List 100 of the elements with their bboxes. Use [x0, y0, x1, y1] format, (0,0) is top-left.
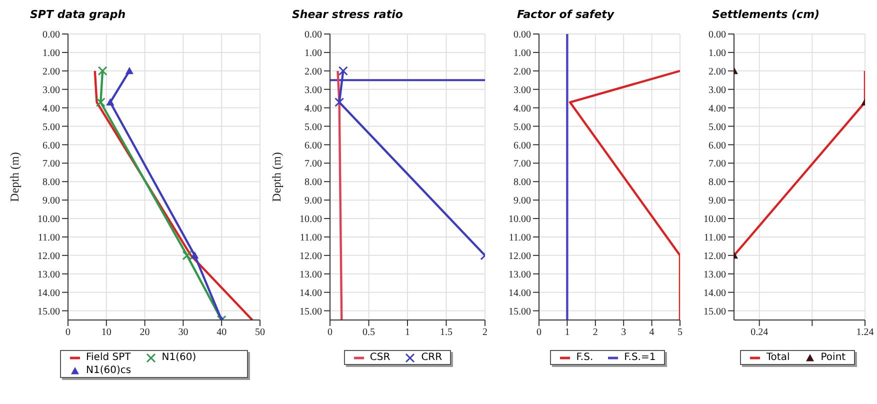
y-tick-label: 2.00 — [514, 66, 531, 78]
y-tick-label: 13.00 — [300, 269, 322, 280]
x-tick-label: 3 — [621, 327, 626, 338]
y-tick-label: 3.00 — [42, 84, 60, 96]
y-tick-label: 12.00 — [300, 250, 322, 262]
y-tick-label: 4.00 — [708, 103, 726, 114]
y-tick-label: 6.00 — [514, 140, 531, 152]
legend-label: F.S. — [576, 351, 594, 364]
y-tick-label: 6.00 — [42, 140, 60, 152]
y-tick-label: 9.00 — [708, 196, 726, 207]
chart-title: Shear stress ratio — [291, 8, 404, 23]
y-tick-label: 14.00 — [704, 288, 726, 299]
y-tick-label: 5.00 — [708, 122, 726, 133]
y-tick-label: 11.00 — [704, 232, 726, 244]
y-tick-label: 1.00 — [304, 48, 322, 59]
y-tick-label: 9.00 — [514, 196, 531, 207]
legend-label: Total — [766, 351, 790, 364]
x-tick-label: 20 — [140, 327, 150, 338]
y-tick-label: 4.00 — [42, 103, 60, 114]
y-tick-label: 7.00 — [514, 158, 531, 170]
y-tick-label: 12.00 — [508, 250, 531, 262]
y-tick-label: 9.00 — [304, 196, 322, 207]
x-tick-label: 2 — [592, 327, 598, 338]
y-tick-label: 3.00 — [708, 84, 726, 96]
y-tick-label: 5.00 — [304, 122, 322, 133]
x-tick-label: 0.5 — [362, 327, 375, 338]
y-tick-label: 3.00 — [514, 84, 531, 96]
x-tick-label: 10 — [101, 327, 112, 338]
y-tick-label: 2.00 — [304, 66, 322, 78]
y-tick-label: 11.00 — [300, 232, 322, 244]
y-tick-label: 6.00 — [708, 140, 726, 152]
y-tick-label: 0.00 — [304, 30, 322, 41]
chart-title: SPT data graph — [29, 8, 127, 23]
y-tick-label: 7.00 — [304, 158, 322, 170]
x-tick-label: 50 — [255, 327, 265, 338]
x-tick-label: 1.5 — [440, 327, 452, 338]
y-tick-label: 8.00 — [514, 177, 531, 188]
line-series — [94, 70, 254, 320]
y-tick-label: 4.00 — [514, 103, 531, 114]
y-tick-label: 2.00 — [708, 66, 726, 78]
y-tick-label: 1.00 — [42, 48, 60, 59]
x-tick-label: 5 — [678, 327, 682, 338]
x-tick-label: 0 — [536, 327, 542, 338]
y-axis-title: Depth (m) — [7, 152, 22, 202]
y-tick-label: 8.00 — [42, 177, 60, 188]
y-tick-label: 13.00 — [38, 269, 60, 280]
y-tick-label: 13.00 — [508, 269, 531, 280]
y-tick-label: 3.00 — [304, 84, 322, 96]
x-tick-label: 0 — [328, 327, 332, 338]
y-tick-label: 10.00 — [300, 214, 322, 226]
y-tick-label: 11.00 — [38, 232, 60, 244]
y-tick-label: 11.00 — [508, 232, 531, 244]
legend-label: N1(60)cs — [86, 364, 132, 377]
y-tick-label: 5.00 — [514, 122, 531, 133]
y-tick-label: 15.00 — [38, 306, 60, 318]
x-tick-label: 2 — [482, 327, 488, 338]
legend-label: CSR — [370, 351, 390, 364]
chart-title: Factor of safety — [516, 8, 616, 23]
legend-label: F.S.=1 — [624, 351, 656, 364]
y-tick-label: 6.00 — [304, 140, 322, 152]
y-tick-label: 13.00 — [704, 269, 726, 280]
legend-label: N1(60) — [162, 351, 196, 364]
y-tick-label: 7.00 — [708, 158, 726, 170]
chart-title: Settlements (cm) — [711, 8, 821, 23]
y-tick-label: 14.00 — [508, 288, 531, 299]
y-tick-label: 12.00 — [704, 250, 726, 262]
y-tick-label: 2.00 — [42, 66, 60, 78]
y-tick-label: 9.00 — [42, 196, 60, 207]
legend-label: Point — [820, 351, 846, 364]
y-tick-label: 8.00 — [708, 177, 726, 188]
line-series — [568, 70, 680, 320]
point — [106, 98, 114, 106]
y-tick-label: 15.00 — [300, 306, 322, 318]
point — [190, 251, 199, 259]
x-tick-label: 0.24 — [750, 327, 768, 338]
y-tick-label: 8.00 — [304, 177, 322, 188]
y-tick-label: 0.00 — [42, 30, 60, 41]
x-tick-label: 1.24 — [856, 327, 874, 338]
x-tick-label: 1 — [405, 327, 410, 338]
y-tick-label: 14.00 — [300, 288, 322, 299]
legend-label: Field SPT — [86, 351, 131, 364]
y-tick-label: 10.00 — [508, 214, 531, 226]
y-tick-label: 0.00 — [708, 30, 726, 41]
y-tick-label: 1.00 — [708, 48, 726, 59]
y-tick-label: 0.00 — [514, 30, 531, 41]
y-axis-title: Depth (m) — [269, 152, 284, 202]
x-tick-label: 4 — [649, 327, 654, 338]
y-tick-label: 15.00 — [508, 306, 531, 318]
y-tick-label: 1.00 — [514, 48, 531, 59]
x-tick-label: 40 — [216, 327, 227, 338]
point — [125, 66, 134, 74]
x-tick-label: 30 — [178, 327, 188, 338]
y-tick-label: 10.00 — [38, 214, 60, 226]
y-tick-label: 12.00 — [38, 250, 60, 262]
legend-label: CRR — [421, 351, 442, 364]
y-tick-label: 15.00 — [704, 306, 726, 318]
y-tick-label: 7.00 — [42, 158, 60, 170]
y-tick-label: 14.00 — [38, 288, 60, 299]
y-tick-label: 4.00 — [304, 103, 322, 114]
x-tick-label: 0 — [66, 327, 70, 338]
